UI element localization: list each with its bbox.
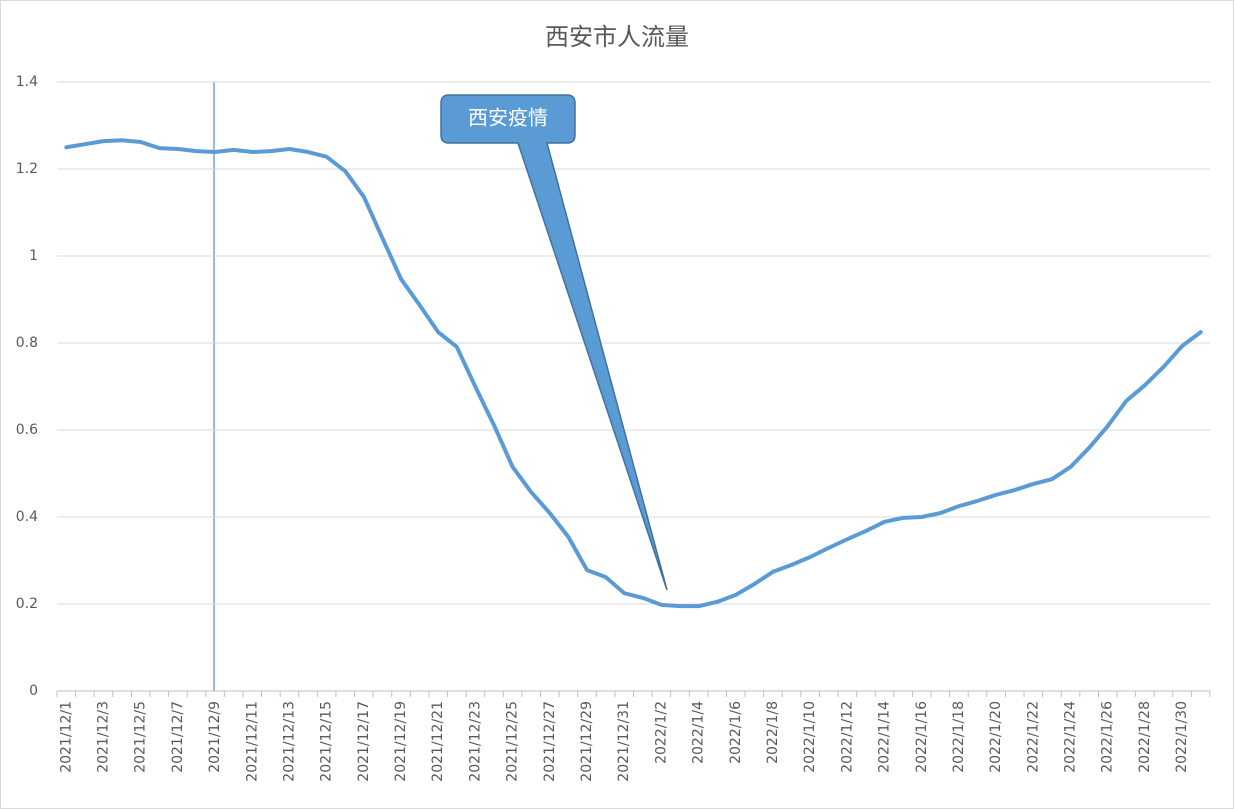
x-tick-label: 2021/12/9 [207, 701, 223, 773]
x-tick-label: 2021/12/1 [58, 701, 74, 773]
x-tick-label: 2021/12/3 [95, 701, 111, 773]
x-tick-label: 2021/12/31 [616, 701, 632, 782]
callout-shape [440, 94, 668, 591]
x-tick-label: 2021/12/27 [542, 701, 558, 782]
x-tick-label: 2021/12/5 [133, 701, 149, 773]
x-tick-label: 2022/1/22 [1025, 701, 1041, 773]
y-tick-label: 0.4 [16, 509, 38, 525]
x-tick-label: 2021/12/29 [579, 701, 595, 782]
y-tick-label: 1.2 [16, 161, 38, 177]
x-tick-label: 2021/12/17 [356, 701, 372, 782]
y-tick-label: 0.2 [16, 596, 38, 612]
x-tick-label: 2022/1/14 [877, 701, 893, 773]
x-tick-label: 2022/1/2 [653, 701, 669, 764]
y-tick-label: 1 [29, 248, 38, 264]
x-tick-label: 2021/12/13 [281, 701, 297, 782]
x-tick-label: 2021/12/21 [430, 701, 446, 782]
x-tick-label: 2022/1/30 [1174, 701, 1190, 773]
x-tick-label: 2021/12/23 [467, 701, 483, 782]
x-tick-label: 2021/12/11 [244, 701, 260, 782]
x-tick-label: 2022/1/26 [1100, 701, 1116, 773]
x-tick-label: 2021/12/15 [319, 701, 335, 782]
x-tick-label: 2021/12/25 [505, 701, 521, 782]
x-tick-label: 2022/1/18 [951, 701, 967, 773]
plot-area: 0 0.2 0.4 0.6 0.8 1 1.2 1.4 2021/12/1 2021/12/3 20… [16, 74, 1211, 782]
y-tick-label: 0.8 [16, 335, 38, 351]
x-tick-label: 2022/1/6 [728, 701, 744, 764]
callout-text: 西安疫情 [468, 106, 548, 130]
x-tick-label: 2022/1/10 [802, 701, 818, 773]
x-tick-label: 2022/1/12 [839, 701, 855, 773]
x-tick-label: 2021/12/19 [393, 701, 409, 782]
x-tick-label: 2022/1/4 [691, 701, 707, 764]
callout: 西安疫情 [440, 94, 668, 591]
x-tick-label: 2022/1/20 [988, 701, 1004, 773]
x-tick-label: 2021/12/7 [170, 701, 186, 773]
x-tick-label: 2022/1/8 [765, 701, 781, 764]
y-tick-label: 0 [29, 683, 38, 699]
y-tick-label: 1.4 [16, 74, 38, 90]
x-tick-label: 2022/1/24 [1063, 701, 1079, 773]
data-line [64, 138, 1203, 609]
x-tick-label: 2022/1/28 [1137, 701, 1153, 773]
chart-title: 西安市人流量 [545, 23, 689, 51]
y-tick-label: 0.6 [16, 422, 38, 438]
x-tick-label: 2022/1/16 [914, 701, 930, 773]
